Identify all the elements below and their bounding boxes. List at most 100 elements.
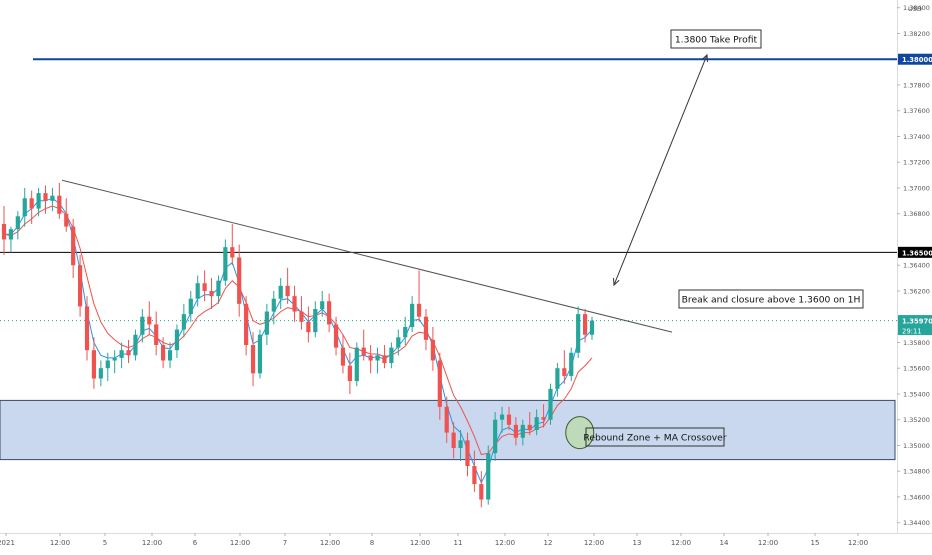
candle-body xyxy=(313,308,318,333)
candle-body xyxy=(506,414,512,425)
y-tick-label: 1.34800 xyxy=(903,468,930,476)
candle-body xyxy=(582,314,588,335)
candle-body xyxy=(271,298,276,312)
candle xyxy=(527,411,532,436)
annotation-text: 1.3800 Take Profit xyxy=(675,35,758,46)
candle-body xyxy=(209,290,214,297)
breakout-annotation[interactable]: Break and closure above 1.3600 on 1H xyxy=(678,289,864,309)
x-tick-label: 11 xyxy=(454,539,463,547)
y-tick-label: 1.37200 xyxy=(903,159,930,167)
candle xyxy=(1,205,7,255)
candle xyxy=(112,350,117,374)
candle xyxy=(91,337,97,389)
price-badge: 1.35970 29:11 xyxy=(898,315,932,336)
candle-body xyxy=(230,247,235,258)
x-tick-label: 5 xyxy=(103,539,107,547)
candle-body xyxy=(396,337,401,348)
x-tick-label: 6 xyxy=(193,539,198,547)
candle xyxy=(154,311,159,356)
candle-body xyxy=(98,368,103,379)
candle xyxy=(209,278,214,309)
candle xyxy=(541,404,546,428)
candle xyxy=(174,324,180,358)
candle xyxy=(244,296,249,356)
candle xyxy=(534,409,539,436)
candle xyxy=(126,339,131,364)
y-tick-label: 1.37400 xyxy=(903,133,930,141)
candle-body xyxy=(465,440,470,467)
candle-body xyxy=(71,226,76,266)
candle xyxy=(313,301,318,338)
candle xyxy=(589,316,595,340)
y-tick-label: 1.35400 xyxy=(903,390,930,398)
candle xyxy=(410,296,415,333)
x-tick-label: 2021 xyxy=(0,539,15,547)
candle xyxy=(513,417,519,446)
candle-body xyxy=(237,257,242,304)
candle xyxy=(396,329,401,356)
candle-body xyxy=(493,419,498,454)
candle-body xyxy=(458,440,463,449)
candle-body xyxy=(306,321,311,333)
candle xyxy=(22,187,27,227)
candle-body xyxy=(216,280,221,297)
candle-body xyxy=(140,316,145,335)
candle-body xyxy=(257,334,263,374)
candle-body xyxy=(368,355,373,361)
candle xyxy=(472,450,477,492)
candle xyxy=(582,308,588,343)
candle-body xyxy=(77,265,83,307)
candle xyxy=(347,352,352,394)
candle-body xyxy=(327,301,332,325)
x-tick-label: 8 xyxy=(370,539,374,547)
annotation-text: Rebound Zone + MA Crossover xyxy=(583,433,726,444)
candle xyxy=(181,303,186,338)
annotation-text: Break and closure above 1.3600 on 1H xyxy=(682,295,861,306)
candle xyxy=(161,337,166,369)
candle xyxy=(493,411,498,461)
candle xyxy=(327,293,332,333)
candle-body xyxy=(244,303,249,346)
candle-body xyxy=(250,345,256,374)
candle-body xyxy=(167,350,173,361)
price-badge: 1.36500 xyxy=(898,246,932,258)
candle-body xyxy=(278,285,283,299)
candle xyxy=(458,430,463,461)
x-tick-label: 7 xyxy=(283,539,287,547)
y-tick-label: 1.37000 xyxy=(903,184,930,192)
candle-body xyxy=(403,327,408,338)
take-profit-annotation[interactable]: 1.3800 Take Profit xyxy=(670,29,762,49)
candle-body xyxy=(479,484,484,500)
x-tick-label: 12:00 xyxy=(671,539,691,547)
candle xyxy=(285,267,290,304)
x-tick-label: 12:00 xyxy=(584,539,604,547)
candle-body xyxy=(389,347,394,364)
candle xyxy=(29,190,34,225)
candle-body xyxy=(569,352,574,376)
candle xyxy=(576,306,581,358)
candle xyxy=(430,327,435,371)
candle xyxy=(444,396,449,443)
candle-body xyxy=(15,216,20,230)
y-tick-label: 1.38200 xyxy=(903,30,930,38)
x-tick-label: 12:00 xyxy=(142,539,162,547)
candle-body xyxy=(154,324,159,346)
candle-body xyxy=(181,314,186,330)
candle xyxy=(389,342,394,369)
candle xyxy=(57,182,62,219)
candle xyxy=(167,342,173,369)
candle xyxy=(50,187,55,212)
candle-body xyxy=(320,301,325,309)
annotation-box xyxy=(678,289,864,309)
candle xyxy=(237,244,242,317)
annotation-box xyxy=(585,427,725,447)
candle-body xyxy=(548,388,553,420)
rebound-zone-annotation[interactable]: Rebound Zone + MA Crossover xyxy=(583,427,727,447)
y-tick-label: 1.34400 xyxy=(903,519,930,527)
candle xyxy=(333,316,339,356)
candle xyxy=(8,226,14,253)
candle-body xyxy=(188,298,193,315)
candle-body xyxy=(1,224,7,240)
